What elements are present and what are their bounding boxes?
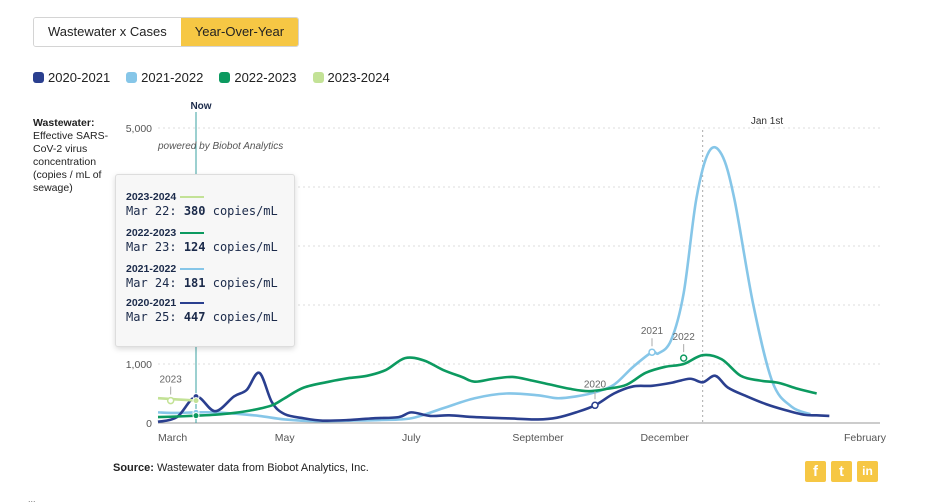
tooltip-entry: 2020-2021 Mar 25: 447 copies/mL [126, 297, 278, 324]
tooltip-entry: 2022-2023 Mar 23: 124 copies/mL [126, 227, 278, 254]
legend-swatch [312, 72, 324, 83]
watermark: powered by Biobot Analytics [157, 141, 283, 152]
legend-label: 2023-2024 [327, 70, 390, 85]
now-label: Now [190, 101, 211, 112]
tooltip-value-row: Mar 25: 447 copies/mL [126, 310, 278, 324]
tooltip-date: Mar 24: [126, 276, 177, 290]
tooltip-line-swatch [180, 196, 205, 198]
tooltip-year-row: 2023-2024 [126, 191, 278, 203]
twitter-share-icon[interactable]: t [831, 461, 852, 482]
x-tick-label: July [402, 432, 421, 444]
tooltip: 2023-2024 Mar 22: 380 copies/mL 2022-202… [115, 174, 295, 347]
legend-swatch [33, 72, 44, 83]
tooltip-date: Mar 22: [126, 204, 177, 218]
annotation-label: 2022 [673, 332, 696, 343]
tooltip-unit: copies/mL [212, 276, 278, 290]
legend-swatch [219, 72, 231, 83]
source-note: Source: Wastewater data from Biobot Anal… [113, 462, 369, 474]
tooltip-unit: copies/mL [212, 310, 278, 324]
y-axis-title-bold: Wastewater: [33, 117, 95, 129]
annotation-point [679, 354, 688, 362]
series-line-2023-2024 [157, 396, 197, 402]
tooltip-year-row: 2022-2023 [126, 227, 278, 239]
legend-label: 2022-2023 [234, 70, 297, 85]
y-axis-title-text: Effective SARS-CoV-2 virus concentration… [33, 130, 109, 194]
jan-1st-label: Jan 1st [751, 116, 783, 127]
source-text: Wastewater data from Biobot Analytics, I… [157, 462, 369, 474]
tooltip-line-swatch [180, 268, 205, 270]
legend-item-2020-2021[interactable]: 2020-2021 [33, 70, 110, 85]
tooltip-value: 447 [183, 310, 206, 324]
series-line-2022-2023 [157, 353, 817, 419]
annotation-label: 2020 [584, 379, 607, 390]
tooltip-value-row: Mar 24: 181 copies/mL [126, 276, 278, 290]
chart-legend: 2020-2021 2021-2022 2022-2023 2023-2024 [33, 70, 390, 85]
tooltip-value-row: Mar 23: 124 copies/mL [126, 240, 278, 254]
source-label: Source: [113, 462, 154, 474]
annotation-label: 2023 [160, 375, 183, 386]
tooltip-date: Mar 23: [126, 240, 177, 254]
tooltip-value: 124 [183, 240, 206, 254]
legend-label: 2020-2021 [48, 70, 111, 85]
legend-label: 2021-2022 [141, 70, 204, 85]
tooltip-value: 181 [183, 276, 206, 290]
x-tick-label: September [512, 432, 564, 444]
tab-year-over-year[interactable]: Year-Over-Year [180, 18, 299, 46]
footer-text: ... [28, 494, 36, 504]
tooltip-year: 2022-2023 [126, 227, 177, 239]
legend-swatch [126, 72, 138, 83]
y-tick-label: 1,000 [126, 359, 152, 371]
facebook-share-icon[interactable]: f [805, 461, 826, 482]
tab-wastewater-cases[interactable]: Wastewater x Cases [34, 18, 181, 46]
tooltip-unit: copies/mL [212, 240, 278, 254]
x-tick-label: December [640, 432, 689, 444]
series-line-2021-2022 [157, 145, 811, 423]
x-tick-label: February [844, 432, 887, 444]
annotation-label: 2021 [641, 326, 664, 337]
tooltip-year: 2020-2021 [126, 297, 177, 309]
tooltip-entry: 2023-2024 Mar 22: 380 copies/mL [126, 191, 278, 218]
tooltip-year: 2023-2024 [126, 191, 177, 203]
y-tick-label: 5,000 [126, 123, 152, 135]
hover-point [192, 412, 200, 420]
tooltip-value: 380 [183, 204, 206, 218]
x-tick-label: March [158, 432, 187, 444]
tooltip-unit: copies/mL [212, 204, 278, 218]
tooltip-date: Mar 25: [126, 310, 177, 324]
view-tabs: Wastewater x Cases Year-Over-Year [33, 17, 300, 47]
annotation-point [648, 348, 656, 356]
annotation-point [591, 401, 599, 410]
tooltip-line-swatch [180, 232, 205, 234]
tooltip-year-row: 2021-2022 [126, 263, 278, 275]
tooltip-year: 2021-2022 [126, 263, 177, 275]
y-axis-title: Wastewater: Effective SARS-CoV-2 virus c… [33, 117, 111, 195]
legend-item-2022-2023[interactable]: 2022-2023 [219, 70, 297, 85]
y-tick-label: 0 [146, 418, 152, 430]
linkedin-share-icon[interactable]: in [857, 461, 878, 482]
hover-point [192, 397, 200, 405]
legend-item-2021-2022[interactable]: 2021-2022 [126, 70, 203, 85]
series-line-2020-2021 [157, 371, 830, 424]
tooltip-line-swatch [180, 302, 205, 304]
legend-item-2023-2024[interactable]: 2023-2024 [312, 70, 390, 85]
tooltip-entry: 2021-2022 Mar 24: 181 copies/mL [126, 263, 278, 290]
tooltip-year-row: 2020-2021 [126, 297, 278, 309]
tooltip-value-row: Mar 22: 380 copies/mL [126, 204, 278, 218]
x-tick-label: May [275, 432, 296, 444]
annotation-point [166, 396, 175, 405]
